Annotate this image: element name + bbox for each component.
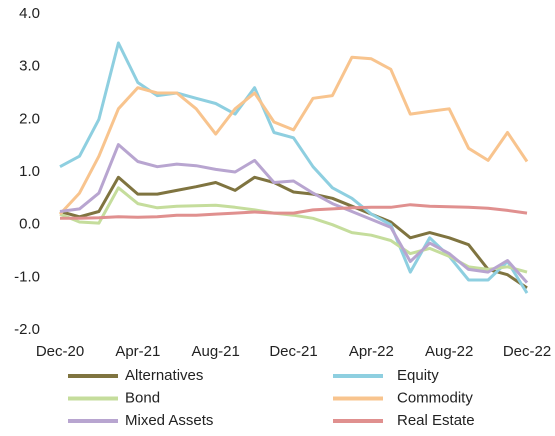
x-tick-label: Dec-20 bbox=[36, 343, 84, 360]
y-tick-label: -1.0 bbox=[14, 268, 40, 285]
legend-label: Commodity bbox=[397, 389, 473, 406]
y-tick-label: 2.0 bbox=[19, 110, 40, 127]
series-line bbox=[59, 143, 529, 284]
series-line bbox=[58, 55, 529, 216]
legend-label: Bond bbox=[125, 389, 160, 406]
y-tick-label: 3.0 bbox=[19, 58, 40, 75]
y-tick-label: 4.0 bbox=[19, 5, 40, 22]
legend-label: Equity bbox=[397, 367, 439, 384]
series-line bbox=[59, 186, 528, 274]
legend-label: Mixed Assets bbox=[125, 412, 213, 429]
x-tick-label: Aug-21 bbox=[191, 343, 239, 360]
x-tick-label: Aug-22 bbox=[425, 343, 473, 360]
y-tick-label: -2.0 bbox=[14, 321, 40, 338]
series-line bbox=[60, 203, 528, 220]
y-tick-label: 1.0 bbox=[19, 163, 40, 180]
legend-label: Alternatives bbox=[125, 367, 203, 384]
x-tick-label: Dec-21 bbox=[269, 343, 317, 360]
series-line bbox=[59, 175, 528, 290]
y-tick-label: 0.0 bbox=[19, 216, 40, 233]
series-line bbox=[59, 41, 529, 294]
legend-label: Real Estate bbox=[397, 412, 475, 429]
x-tick-label: Dec-22 bbox=[503, 343, 551, 360]
x-tick-label: Apr-21 bbox=[115, 343, 160, 360]
x-tick-label: Apr-22 bbox=[349, 343, 394, 360]
